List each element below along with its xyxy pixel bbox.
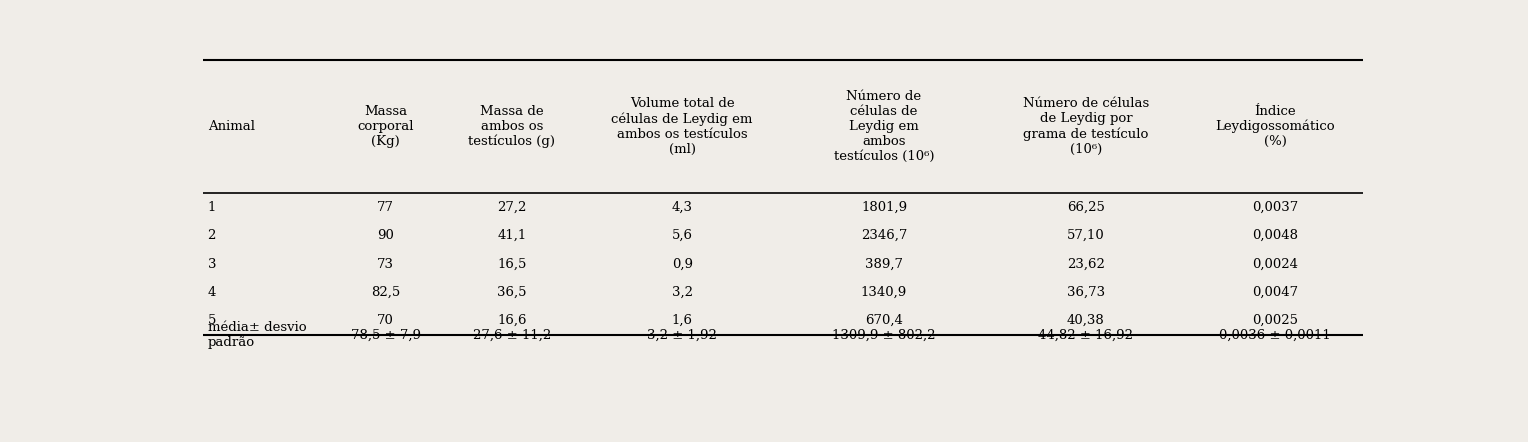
Text: 44,82 ± 16,92: 44,82 ± 16,92 (1039, 328, 1134, 341)
Text: 0,0047: 0,0047 (1251, 286, 1299, 299)
Text: 4,3: 4,3 (672, 201, 692, 214)
Text: 0,0025: 0,0025 (1251, 314, 1299, 327)
Text: Animal: Animal (208, 120, 255, 133)
Text: 36,5: 36,5 (497, 286, 527, 299)
Text: 3,2 ± 1,92: 3,2 ± 1,92 (648, 328, 717, 341)
Text: Índice
Leydigossomático
(%): Índice Leydigossomático (%) (1215, 105, 1335, 149)
Text: 40,38: 40,38 (1067, 314, 1105, 327)
Text: Massa
corporal
(Kg): Massa corporal (Kg) (358, 105, 414, 148)
Text: 3,2: 3,2 (672, 286, 692, 299)
Text: Volume total de
células de Leydig em
ambos os testículos
(ml): Volume total de células de Leydig em amb… (611, 97, 753, 156)
Text: 5: 5 (208, 314, 215, 327)
Text: 1340,9: 1340,9 (860, 286, 908, 299)
Text: Massa de
ambos os
testículos (g): Massa de ambos os testículos (g) (469, 105, 555, 149)
Text: 3: 3 (208, 258, 215, 271)
Text: 36,73: 36,73 (1067, 286, 1105, 299)
Text: Número de
células de
Leydig em
ambos
testículos (10⁶): Número de células de Leydig em ambos tes… (834, 90, 934, 163)
Text: 1: 1 (208, 201, 215, 214)
Text: 670,4: 670,4 (865, 314, 903, 327)
Text: 23,62: 23,62 (1067, 258, 1105, 271)
Text: 5,6: 5,6 (672, 229, 692, 242)
Text: 57,10: 57,10 (1067, 229, 1105, 242)
Text: 27,6 ± 11,2: 27,6 ± 11,2 (472, 328, 552, 341)
Text: 73: 73 (377, 258, 394, 271)
Text: 66,25: 66,25 (1067, 201, 1105, 214)
Text: 77: 77 (377, 201, 394, 214)
Text: 0,0037: 0,0037 (1251, 201, 1299, 214)
Text: 70: 70 (377, 314, 394, 327)
Text: 1801,9: 1801,9 (860, 201, 908, 214)
Text: 0,0036 ± 0,0011: 0,0036 ± 0,0011 (1219, 328, 1331, 341)
Text: 0,9: 0,9 (672, 258, 692, 271)
Text: 41,1: 41,1 (497, 229, 527, 242)
Text: 90: 90 (377, 229, 394, 242)
Text: 2: 2 (208, 229, 215, 242)
Text: 2346,7: 2346,7 (860, 229, 908, 242)
Text: média± desvio
padrão: média± desvio padrão (208, 321, 306, 349)
Text: 389,7: 389,7 (865, 258, 903, 271)
Text: 78,5 ± 7,9: 78,5 ± 7,9 (351, 328, 420, 341)
Text: 4: 4 (208, 286, 215, 299)
Text: 1309,9 ± 802,2: 1309,9 ± 802,2 (833, 328, 935, 341)
Text: 16,6: 16,6 (497, 314, 527, 327)
Text: Número de células
de Leydig por
grama de testículo
(10⁶): Número de células de Leydig por grama de… (1022, 97, 1149, 156)
Text: 0,0048: 0,0048 (1251, 229, 1299, 242)
Text: 1,6: 1,6 (672, 314, 692, 327)
Text: 0,0024: 0,0024 (1251, 258, 1299, 271)
Text: 82,5: 82,5 (371, 286, 400, 299)
Text: 27,2: 27,2 (497, 201, 527, 214)
Text: 16,5: 16,5 (497, 258, 527, 271)
